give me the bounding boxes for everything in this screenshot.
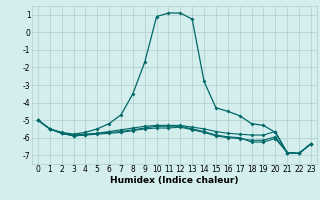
X-axis label: Humidex (Indice chaleur): Humidex (Indice chaleur): [110, 176, 239, 185]
